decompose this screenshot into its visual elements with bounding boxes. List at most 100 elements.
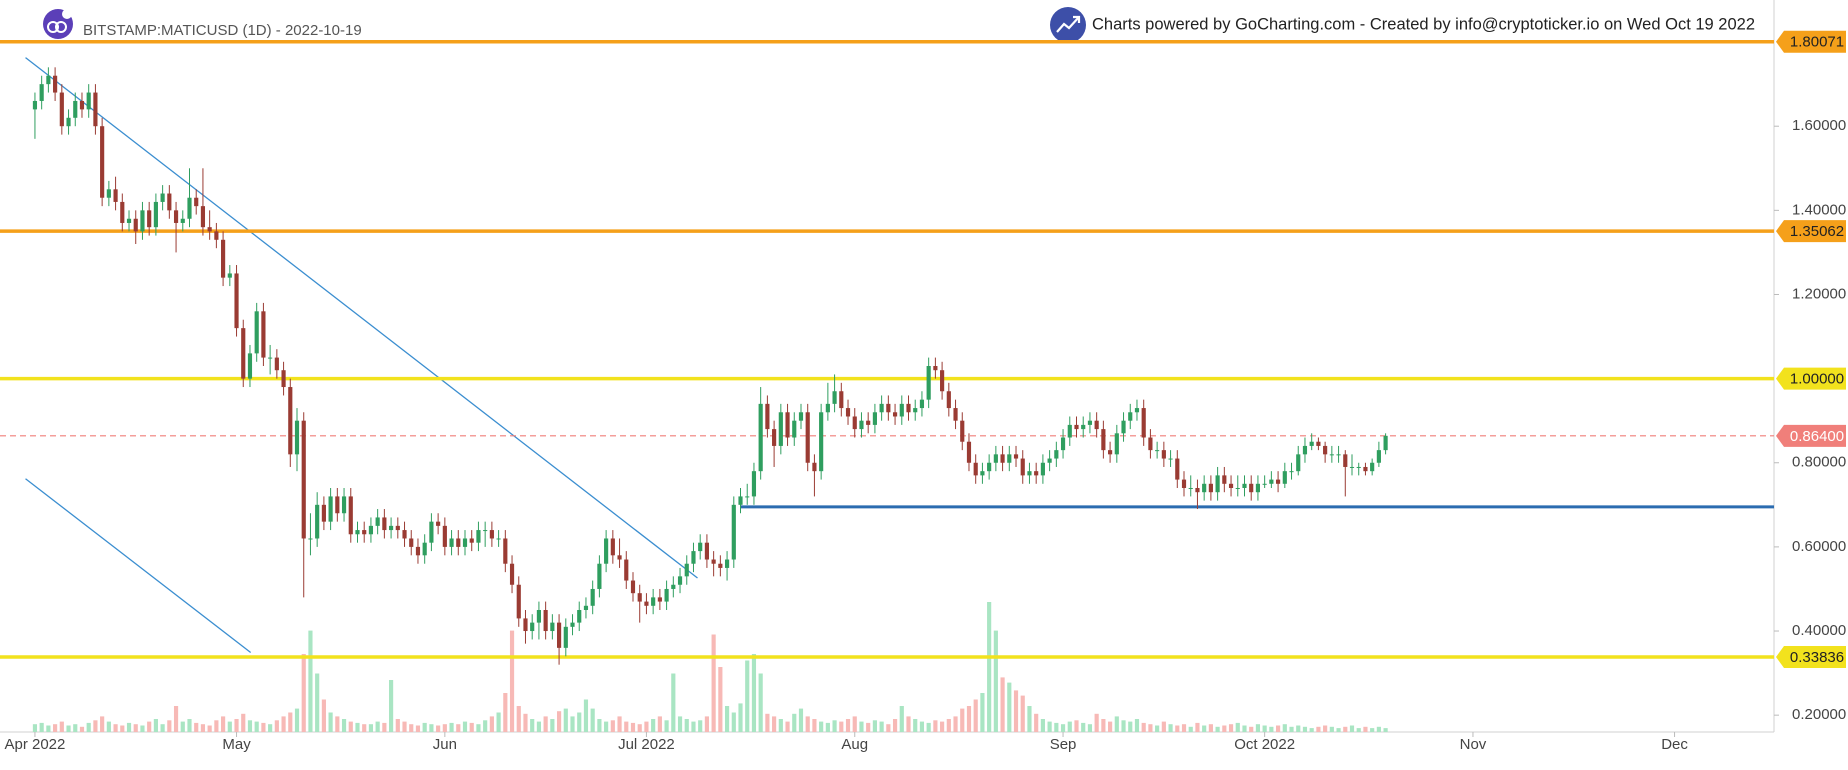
candle-body [59,92,64,127]
chart-title: BITSTAMP:MATICUSD (1D) - 2022-10-19 [83,22,362,39]
volume-bar [1356,728,1361,732]
candle-body [221,239,226,278]
volume-bar [940,721,945,732]
volume-bar [1222,725,1227,732]
candle-body [1349,466,1355,468]
volume-bar [1302,726,1308,732]
volume-bar [489,716,494,732]
candle-body [1175,458,1180,480]
volume-bar [516,706,521,732]
candle-body [738,496,743,505]
candle-body [1007,454,1012,463]
volume-bar [1141,722,1146,732]
volume-bar [583,699,589,732]
volume-bar [604,721,609,732]
candle-body [1296,454,1301,472]
candle-body [409,538,414,547]
candle-body [845,408,851,417]
candle-body [1370,462,1375,472]
y-tick-label: 0.80000 [1792,454,1846,471]
candle-body [617,555,622,560]
volume-bar [1040,719,1045,732]
candle-body [476,530,481,543]
volume-bar [684,719,689,732]
volume-bar [1383,728,1388,732]
candle-body [1134,408,1140,413]
level-label: 0.33836 [1790,649,1844,666]
candle-body [368,525,374,535]
candle-body [1202,483,1207,493]
candle-body [140,210,145,232]
volume-bar [200,724,206,732]
candle-body [913,408,918,413]
candle-body [671,584,676,589]
candle-body [624,559,629,581]
candle-body [1343,454,1348,467]
level-label-box [1776,645,1846,668]
candle-body [348,496,353,535]
volume-bar [886,724,891,732]
volume-bar [1235,722,1240,732]
candle-body [1376,450,1381,463]
volume-bar [1128,721,1133,732]
volume-bar [294,708,300,732]
candle-body [509,563,515,585]
candle-body [79,100,85,110]
volume-bar [671,673,676,732]
candle-body [234,273,239,329]
volume-bar [281,716,286,732]
candle-body [274,357,279,371]
volume-bar [637,724,642,732]
candle-body [563,626,568,648]
candle-body [308,538,313,540]
candle-body [1208,483,1213,493]
candle-body [288,387,293,455]
candle-body [268,357,273,359]
candle-body [906,403,911,413]
volume-bar [382,722,387,732]
candle-body [677,576,683,585]
volume-bar [173,706,179,732]
volume-bar [1289,726,1294,732]
volume-bar [960,708,965,732]
candle-body [724,559,730,568]
volume-bar [422,722,427,732]
candle-body [1087,420,1093,425]
candle-body [805,412,810,463]
y-tick-label: 0.20000 [1792,706,1846,723]
candle-body [1276,479,1281,484]
candle-body [194,197,199,207]
candle-body [335,496,340,514]
volume-bar [73,724,78,732]
volume-bar [812,719,817,732]
volume-bar [630,722,636,732]
candle-body [254,311,259,354]
candle-body [389,525,394,531]
volume-bar [133,724,138,732]
candle-body [1228,483,1234,488]
candle-body [153,201,158,228]
volume-bar [872,720,877,732]
volume-bar [1262,725,1267,732]
volume-bar [819,721,824,732]
candle-body [966,441,972,463]
candle-body [516,584,521,619]
candle-body [321,504,326,522]
candle-body [1155,450,1160,452]
candle-body [1148,437,1153,451]
candle-body [126,218,132,223]
logo-glyph [55,21,67,33]
volume-bar [691,721,696,732]
candle-body [1383,435,1388,451]
volume-bar [39,722,44,732]
level-label-box [1776,220,1846,243]
volume-bar [321,699,326,732]
candle-body [214,231,219,240]
volume-bar [456,724,461,732]
volume-bar [1054,722,1059,732]
candle-body [207,227,212,232]
candle-body [429,521,434,543]
volume-bar [227,721,232,732]
volume-bar [664,720,669,732]
candle-body [1181,479,1187,488]
